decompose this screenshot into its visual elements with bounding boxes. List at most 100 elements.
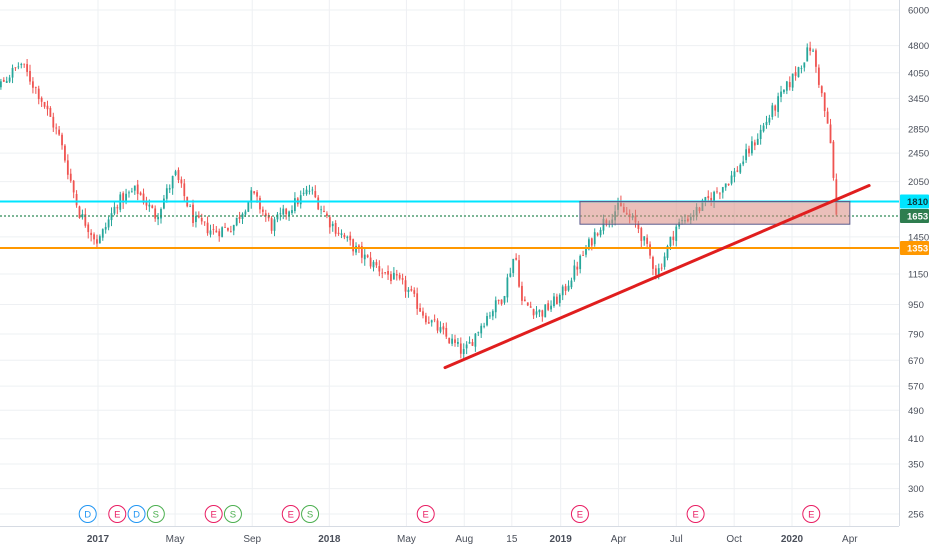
candle-body (32, 81, 34, 88)
time-tick-label: 2017 (87, 534, 110, 545)
event-marker-E[interactable]: E (108, 505, 127, 523)
candle-body (465, 344, 468, 349)
candle-body (375, 262, 378, 266)
candle-body (235, 217, 238, 226)
candle-body (244, 211, 247, 215)
candle-body (372, 261, 375, 268)
candle-body (640, 228, 643, 241)
candle-body (139, 192, 142, 195)
candle-body (823, 92, 826, 112)
candle-body (401, 278, 404, 280)
candle-body (366, 255, 369, 258)
candle-body (788, 82, 791, 88)
price-axis[interactable] (899, 0, 932, 526)
candle-body (253, 191, 256, 194)
candle-body (107, 219, 110, 228)
event-marker-E[interactable]: E (570, 505, 589, 523)
event-marker-circle (127, 505, 146, 523)
level-badge-1653 (900, 208, 929, 223)
candle-body (326, 213, 328, 216)
candle-body (128, 192, 130, 194)
event-marker-E[interactable]: E (416, 505, 435, 523)
level-badge-text: 1653 (907, 211, 928, 222)
candle-body (247, 201, 250, 212)
candle-body (355, 245, 357, 253)
event-marker-S[interactable]: S (146, 505, 165, 523)
candle-body (806, 47, 809, 62)
candle-body (98, 236, 101, 244)
candle-body (311, 189, 314, 191)
candle-body (168, 188, 171, 190)
trendline[interactable] (443, 184, 871, 370)
candle-body (753, 142, 756, 146)
candle-body (422, 311, 424, 316)
event-marker-D[interactable]: D (78, 505, 97, 523)
event-marker-label: E (114, 510, 120, 521)
candle-body (232, 225, 235, 231)
candle-body (721, 187, 724, 193)
candle-body (515, 257, 518, 260)
event-marker-label: S (153, 510, 159, 521)
candle-body (78, 206, 81, 218)
candle-body (46, 105, 49, 110)
candle-body (37, 88, 40, 100)
candle-body (748, 148, 750, 154)
candle-body (267, 215, 270, 219)
candle-body (555, 296, 558, 305)
supply-zone-rectangle[interactable] (579, 200, 851, 225)
candle-body (471, 342, 474, 346)
candle-body (285, 208, 288, 215)
event-marker-circle (78, 505, 97, 523)
candle-body (148, 204, 151, 207)
candle-body (416, 293, 419, 309)
price-tick-label: 4050 (908, 68, 929, 79)
candle-body (227, 228, 229, 231)
candle-body (151, 205, 154, 208)
event-marker-E[interactable]: E (204, 505, 223, 523)
price-tick-label: 950 (908, 300, 924, 311)
event-marker-circle (146, 505, 165, 523)
candle-body (742, 161, 745, 165)
candle-body (101, 229, 104, 238)
event-marker-E[interactable]: E (281, 505, 300, 523)
candle-body (43, 101, 46, 107)
candle-body (206, 222, 209, 234)
candle-body (209, 230, 212, 235)
event-marker-D[interactable]: D (127, 505, 146, 523)
candle-body (497, 300, 500, 302)
candle-body (785, 81, 788, 91)
event-marker-S[interactable]: S (223, 505, 242, 523)
candle-body (803, 62, 806, 68)
event-marker-E[interactable]: E (802, 505, 821, 523)
candle-body (719, 193, 721, 195)
candle-body (707, 196, 710, 199)
candle-body (387, 271, 389, 275)
event-marker-S[interactable]: S (301, 505, 320, 523)
candle-body (142, 193, 145, 203)
event-marker-E[interactable]: E (686, 505, 705, 523)
event-marker-label: D (84, 510, 91, 521)
candle-body (599, 229, 602, 236)
candle-body (241, 213, 244, 219)
candle-body (535, 311, 538, 315)
candle-body (122, 193, 125, 203)
candle-body (171, 175, 174, 189)
candle-body (713, 191, 715, 203)
price-tick-label: 2450 (908, 149, 929, 160)
candle-body (259, 197, 261, 210)
candle-body (774, 105, 777, 111)
candle-body (509, 273, 512, 277)
event-marker-label: E (692, 510, 698, 521)
time-axis[interactable] (0, 526, 932, 550)
candle-body (541, 310, 544, 317)
candle-body (675, 226, 678, 241)
price-tick-label: 2850 (908, 124, 929, 135)
candle-body (489, 315, 491, 317)
candle-body (0, 81, 2, 88)
candle-body (765, 121, 768, 126)
candle-body (727, 183, 730, 186)
candle-body (745, 149, 747, 161)
candle-body (192, 204, 194, 224)
